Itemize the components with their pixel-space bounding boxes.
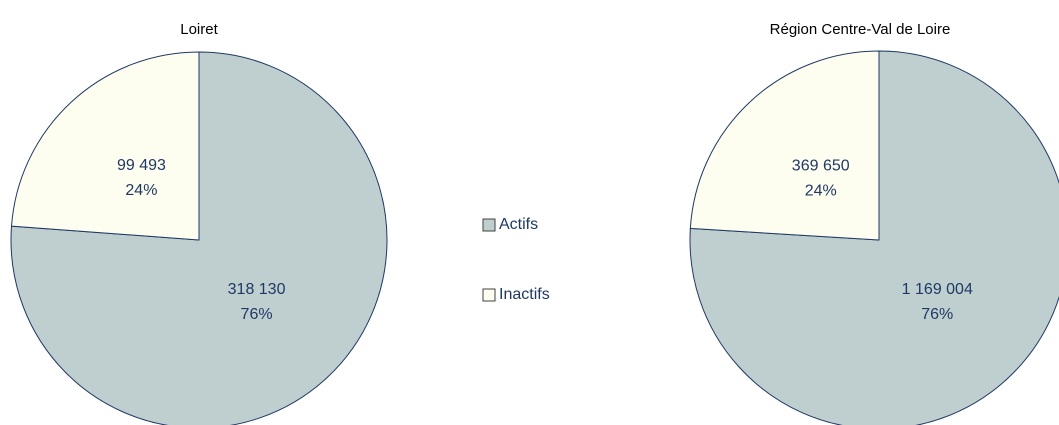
legend-label: Actifs [499, 216, 538, 233]
value-label: 318 130 [228, 281, 286, 298]
legend-swatch [482, 288, 496, 302]
percent-label: 24% [125, 182, 157, 199]
chart-title: Loiret [180, 21, 218, 38]
percent-label: 76% [241, 306, 273, 323]
pie-slice [689, 50, 880, 241]
legend-swatch [482, 218, 496, 232]
pie-slice [689, 50, 1059, 425]
chart-title: Région Centre-Val de Loire [770, 21, 951, 38]
value-label: 1 169 004 [902, 281, 973, 298]
percent-label: 76% [921, 306, 953, 323]
percent-label: 24% [805, 182, 837, 199]
pie-slice [10, 51, 200, 241]
value-label: 99 493 [117, 157, 166, 174]
value-label: 369 650 [792, 157, 850, 174]
legend-label: Inactifs [499, 286, 550, 303]
